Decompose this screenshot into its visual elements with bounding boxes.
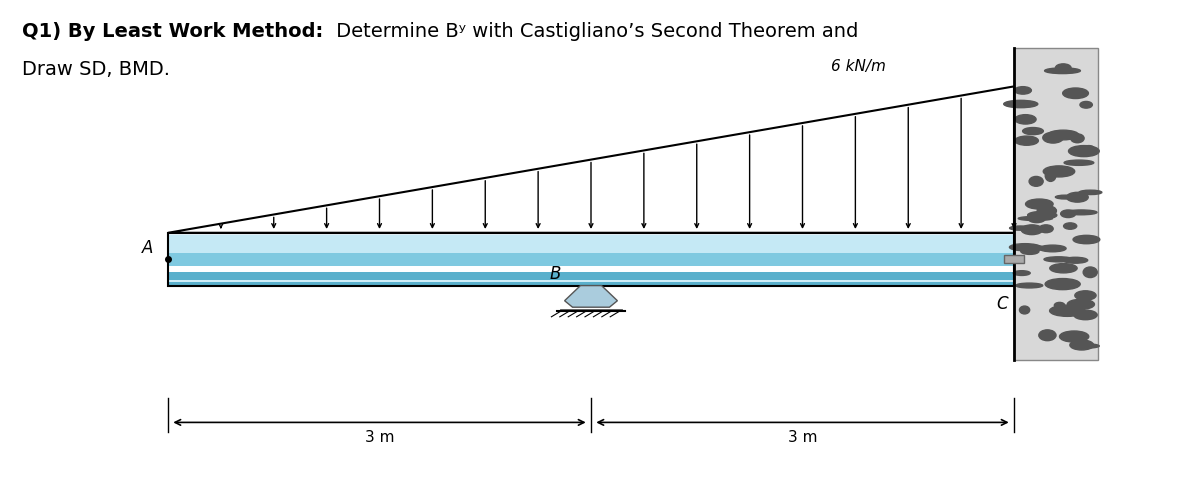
Ellipse shape (1043, 132, 1063, 143)
Text: A: A (143, 239, 154, 257)
Text: C: C (996, 295, 1008, 313)
Text: 6 kN/m: 6 kN/m (830, 60, 886, 74)
Ellipse shape (1055, 302, 1064, 308)
Ellipse shape (1084, 267, 1097, 277)
Ellipse shape (1068, 145, 1099, 156)
Ellipse shape (1067, 300, 1094, 309)
Ellipse shape (1014, 87, 1031, 94)
Ellipse shape (1039, 225, 1054, 233)
Bar (168, 252, 1014, 266)
Ellipse shape (1074, 310, 1097, 320)
Ellipse shape (1080, 101, 1092, 108)
Ellipse shape (1055, 195, 1076, 199)
Ellipse shape (1067, 192, 1088, 202)
Text: B: B (550, 265, 562, 283)
Bar (1014, 48, 1098, 360)
Ellipse shape (1070, 340, 1093, 350)
Ellipse shape (1063, 257, 1087, 263)
Ellipse shape (1063, 88, 1088, 98)
Ellipse shape (1050, 305, 1085, 316)
Ellipse shape (1050, 264, 1078, 273)
Ellipse shape (1019, 216, 1052, 220)
Ellipse shape (1060, 331, 1088, 342)
Ellipse shape (1084, 145, 1094, 152)
Ellipse shape (1055, 64, 1072, 72)
Bar (168, 272, 1014, 286)
Ellipse shape (1028, 215, 1045, 223)
Ellipse shape (1064, 160, 1093, 166)
Text: Determine Bʸ with Castigliano’s Second Theorem and: Determine Bʸ with Castigliano’s Second T… (330, 22, 858, 41)
Ellipse shape (1015, 283, 1043, 288)
Ellipse shape (1020, 306, 1030, 314)
Ellipse shape (1027, 211, 1057, 219)
Bar (1004, 255, 1024, 263)
Ellipse shape (1021, 225, 1043, 235)
Ellipse shape (1073, 338, 1084, 345)
Ellipse shape (1070, 134, 1084, 143)
Ellipse shape (1073, 235, 1100, 244)
Ellipse shape (1015, 136, 1038, 145)
Ellipse shape (1024, 245, 1044, 251)
Ellipse shape (1039, 245, 1066, 252)
Text: 3 m: 3 m (787, 430, 817, 444)
Ellipse shape (1045, 170, 1056, 181)
Ellipse shape (1044, 257, 1073, 262)
Bar (168, 280, 1014, 282)
Ellipse shape (1079, 190, 1102, 194)
Ellipse shape (1015, 115, 1036, 124)
Polygon shape (565, 286, 618, 307)
Text: Q1) By Least Work Method:: Q1) By Least Work Method: (22, 22, 323, 41)
Ellipse shape (1013, 271, 1030, 276)
Text: Draw SD, BMD.: Draw SD, BMD. (22, 60, 169, 79)
Text: 3 m: 3 m (365, 430, 395, 444)
Ellipse shape (1045, 278, 1080, 289)
Ellipse shape (1009, 244, 1040, 251)
Bar (168, 233, 1014, 235)
Ellipse shape (1026, 199, 1054, 209)
Ellipse shape (1048, 130, 1079, 140)
Ellipse shape (1022, 128, 1043, 135)
Ellipse shape (1045, 68, 1080, 73)
Ellipse shape (1061, 210, 1075, 217)
Ellipse shape (1043, 166, 1075, 177)
Ellipse shape (1066, 210, 1097, 215)
Ellipse shape (1037, 206, 1056, 216)
Ellipse shape (1030, 177, 1043, 186)
Ellipse shape (1003, 100, 1038, 108)
Bar (168, 233, 1014, 252)
Ellipse shape (1072, 344, 1099, 348)
Ellipse shape (1075, 291, 1096, 300)
Bar (168, 233, 1014, 286)
Ellipse shape (1039, 330, 1056, 341)
Ellipse shape (1009, 226, 1032, 230)
Ellipse shape (1063, 223, 1076, 229)
Ellipse shape (1021, 248, 1039, 254)
